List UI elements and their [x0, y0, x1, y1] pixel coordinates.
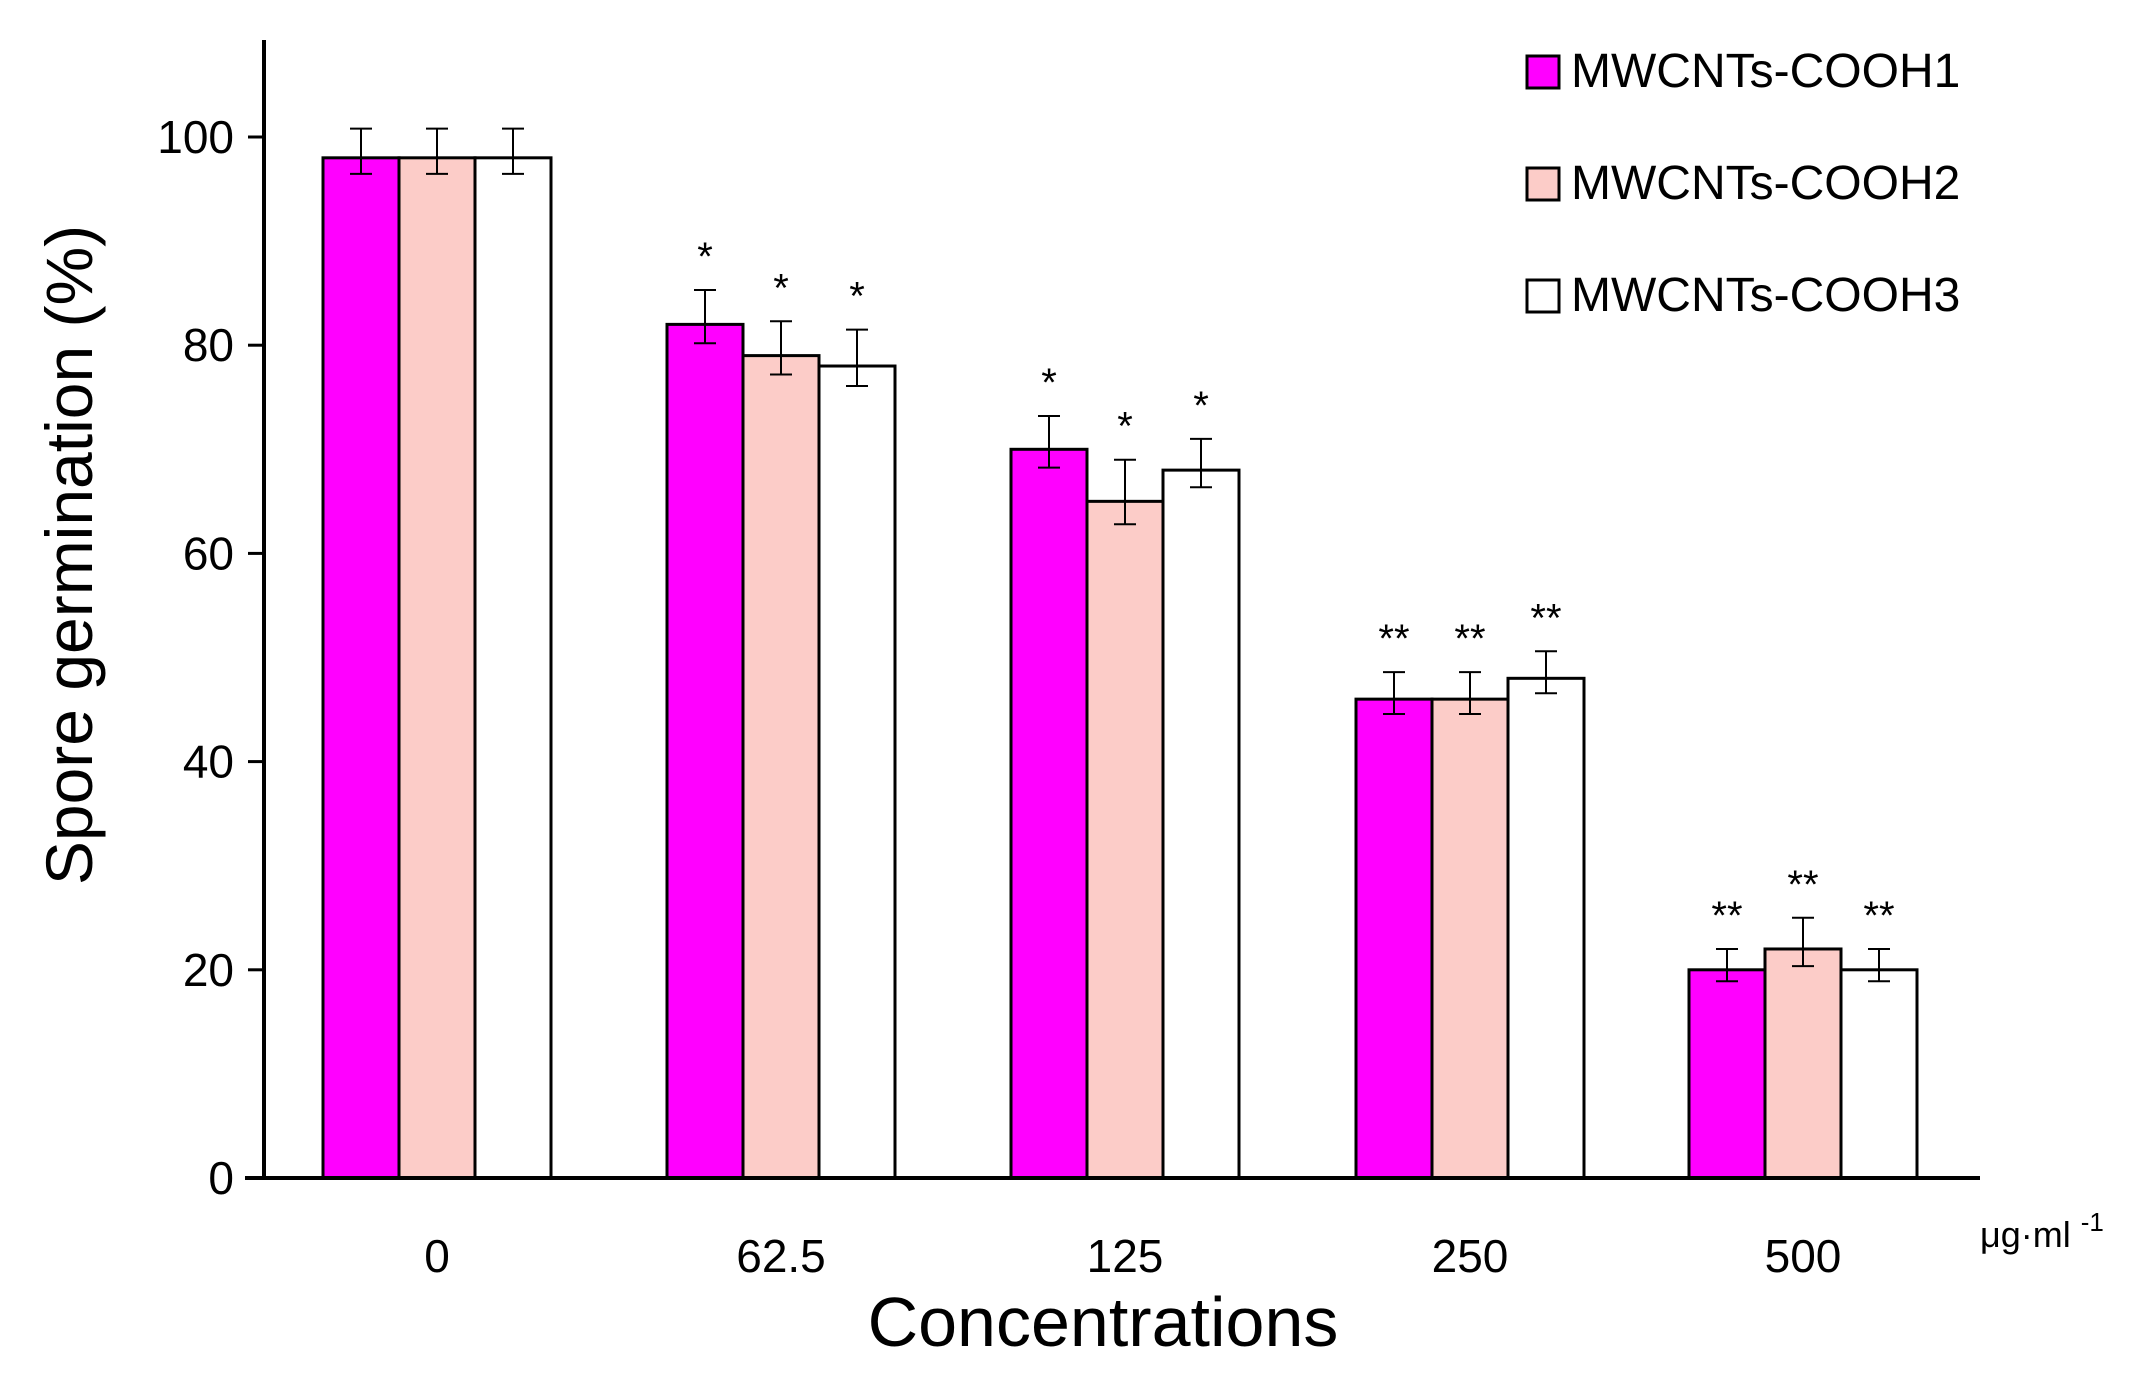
x-axis-ticks: 0 62.5 125 250 500 [424, 1230, 1841, 1282]
significance-label: ** [1863, 894, 1894, 938]
x-axis-unit: μg·ml -1 [1980, 1207, 2104, 1255]
bar-MWCNTs-COOH2-125 [1085, 499, 1165, 1180]
error-bar [846, 328, 868, 388]
significance-label: ** [1711, 894, 1742, 938]
legend-swatch [1525, 166, 1561, 202]
y-tick-label: 20 [183, 944, 234, 996]
legend-swatch [1525, 278, 1561, 314]
y-axis-ticks: 0 20 40 60 80 100 [157, 111, 264, 1204]
significance-label: * [1041, 361, 1057, 405]
legend-item-MWCNTs-COOH1: MWCNTs-COOH1 [1525, 45, 1960, 98]
bar-group-500: ** ** ** [1687, 863, 1919, 1180]
y-tick-label: 60 [183, 527, 234, 579]
bar-group-250: ** ** ** [1354, 596, 1586, 1180]
bar-group-62.5: * * * [665, 235, 897, 1180]
bar-MWCNTs-COOH2-0 [397, 156, 477, 1180]
error-bar [1459, 671, 1481, 716]
error-bar [502, 127, 524, 175]
y-tick-label: 100 [157, 111, 234, 163]
y-tick-label: 40 [183, 736, 234, 788]
bar-group-0 [321, 127, 553, 1180]
plot-area: ** *** *** ** ******** [321, 127, 1919, 1180]
legend-item-MWCNTs-COOH3: MWCNTs-COOH3 [1525, 269, 1960, 322]
significance-label: * [697, 235, 713, 279]
x-axis-unit-base: μg·ml [1980, 1214, 2071, 1255]
x-tick-label: 250 [1432, 1230, 1509, 1282]
significance-label: * [1117, 405, 1133, 449]
x-axis-label: Concentrations [868, 1283, 1339, 1361]
significance-label: ** [1530, 596, 1561, 640]
significance-label: * [1193, 384, 1209, 428]
x-tick-label: 0 [424, 1230, 450, 1282]
error-bar [770, 320, 792, 376]
error-bar [1535, 650, 1557, 695]
significance-label: ** [1787, 863, 1818, 907]
significance-label: ** [1454, 617, 1485, 661]
y-axis-label: Spore germination (%) [32, 225, 106, 885]
error-bar [426, 127, 448, 175]
bar-MWCNTs-COOH3-500 [1839, 968, 1919, 1180]
bar-MWCNTs-COOH1-500 [1687, 968, 1767, 1180]
bar-MWCNTs-COOH1-250 [1354, 697, 1434, 1180]
x-axis-unit-superscript: -1 [2081, 1207, 2104, 1237]
bar-MWCNTs-COOH2-250 [1430, 697, 1510, 1180]
error-bar [1114, 458, 1136, 526]
legend-label: MWCNTs-COOH2 [1571, 157, 1960, 210]
error-bar [1792, 916, 1814, 968]
error-bar [350, 127, 372, 175]
bar-MWCNTs-COOH3-62.5 [817, 364, 897, 1180]
bar-MWCNTs-COOH1-125 [1009, 447, 1089, 1180]
significance-label: * [773, 266, 789, 310]
x-tick-label: 125 [1087, 1230, 1164, 1282]
error-bar [694, 289, 716, 345]
error-bar [1868, 947, 1890, 983]
x-tick-label: 500 [1765, 1230, 1842, 1282]
legend: MWCNTs-COOH1 MWCNTs-COOH2 MWCNTs-COOH3 [1525, 45, 1960, 322]
error-bar [1716, 947, 1738, 983]
y-tick-label: 80 [183, 319, 234, 371]
legend-label: MWCNTs-COOH1 [1571, 45, 1960, 98]
legend-item-MWCNTs-COOH2: MWCNTs-COOH2 [1525, 157, 1960, 210]
x-tick-label: 62.5 [736, 1230, 826, 1282]
bar-MWCNTs-COOH1-0 [321, 156, 401, 1180]
bar-MWCNTs-COOH3-250 [1506, 676, 1586, 1180]
bar-MWCNTs-COOH3-125 [1161, 468, 1241, 1180]
error-bar [1383, 671, 1405, 716]
error-bar [1038, 414, 1060, 469]
y-tick-label: 0 [208, 1152, 234, 1204]
bar-group-125: * * * [1009, 361, 1241, 1180]
legend-label: MWCNTs-COOH3 [1571, 269, 1960, 322]
legend-swatch [1525, 54, 1561, 90]
bar-MWCNTs-COOH2-500 [1763, 947, 1843, 1180]
error-bar [1190, 437, 1212, 489]
significance-label: * [849, 275, 865, 319]
bar-MWCNTs-COOH1-62.5 [665, 322, 745, 1180]
bar-MWCNTs-COOH3-0 [473, 156, 553, 1180]
significance-label: ** [1378, 617, 1409, 661]
bar-MWCNTs-COOH2-62.5 [741, 354, 821, 1180]
